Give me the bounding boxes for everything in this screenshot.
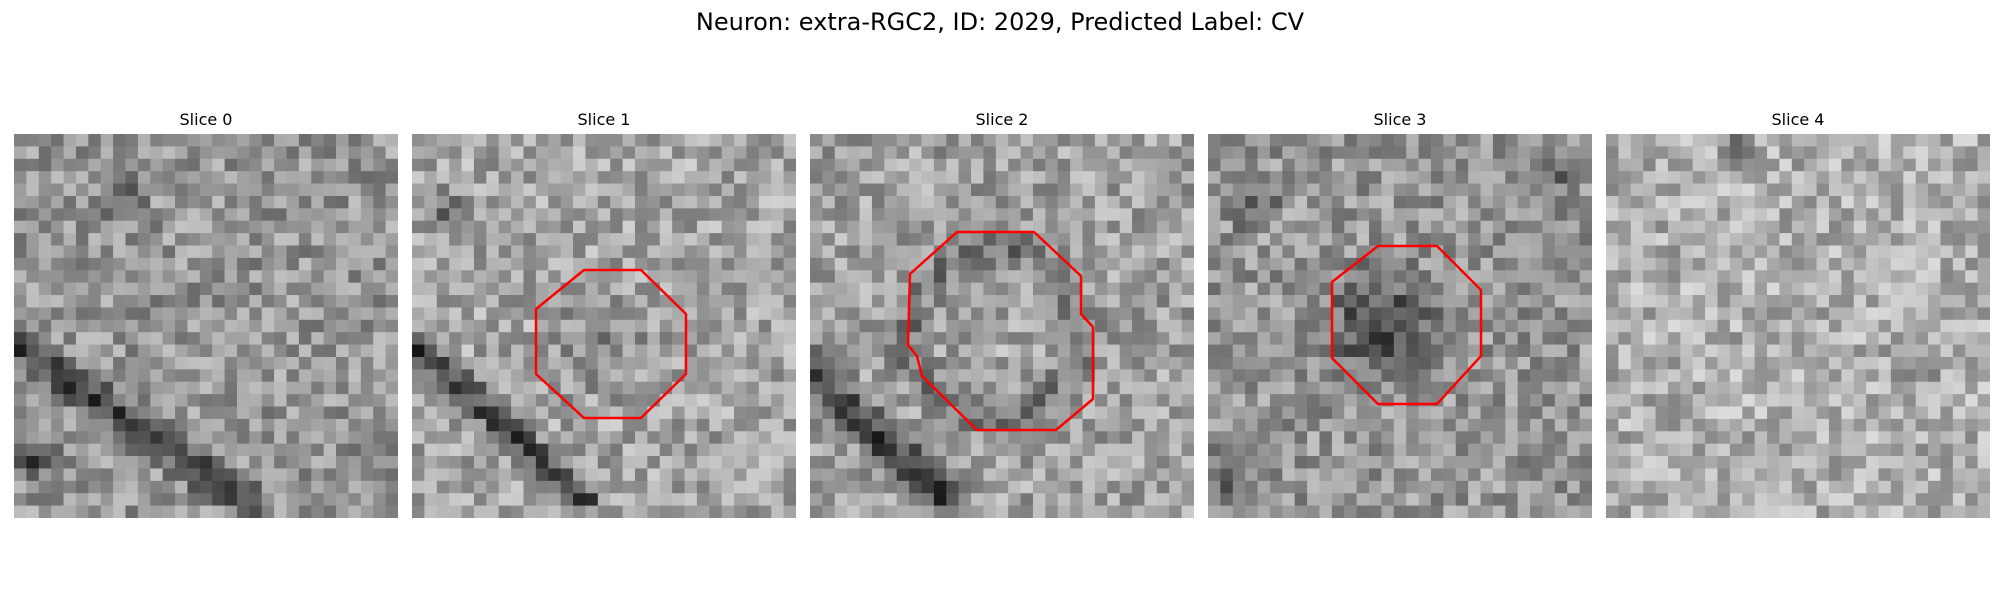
panel-title-slice-3: Slice 3 bbox=[1208, 110, 1592, 129]
pixel-grid bbox=[14, 134, 398, 518]
grayscale-image-slice-0 bbox=[14, 134, 398, 518]
panel-title-slice-0: Slice 0 bbox=[14, 110, 398, 129]
figure-title: Neuron: extra-RGC2, ID: 2029, Predicted … bbox=[0, 8, 2000, 36]
panel-title-slice-2: Slice 2 bbox=[810, 110, 1194, 129]
pixel-grid bbox=[1606, 134, 1990, 518]
pixel-grid bbox=[412, 134, 796, 518]
pixel-grid bbox=[810, 134, 1194, 518]
grayscale-image-slice-3 bbox=[1208, 134, 1592, 518]
image-panel-slice-4 bbox=[1606, 134, 1990, 518]
image-panel-slice-3 bbox=[1208, 134, 1592, 518]
image-panel-slice-0 bbox=[14, 134, 398, 518]
image-panel-slice-1 bbox=[412, 134, 796, 518]
image-panel-slice-2 bbox=[810, 134, 1194, 518]
panel-title-slice-1: Slice 1 bbox=[412, 110, 796, 129]
grayscale-image-slice-1 bbox=[412, 134, 796, 518]
grayscale-image-slice-4 bbox=[1606, 134, 1990, 518]
panel-title-slice-4: Slice 4 bbox=[1606, 110, 1990, 129]
pixel-grid bbox=[1208, 134, 1592, 518]
grayscale-image-slice-2 bbox=[810, 134, 1194, 518]
